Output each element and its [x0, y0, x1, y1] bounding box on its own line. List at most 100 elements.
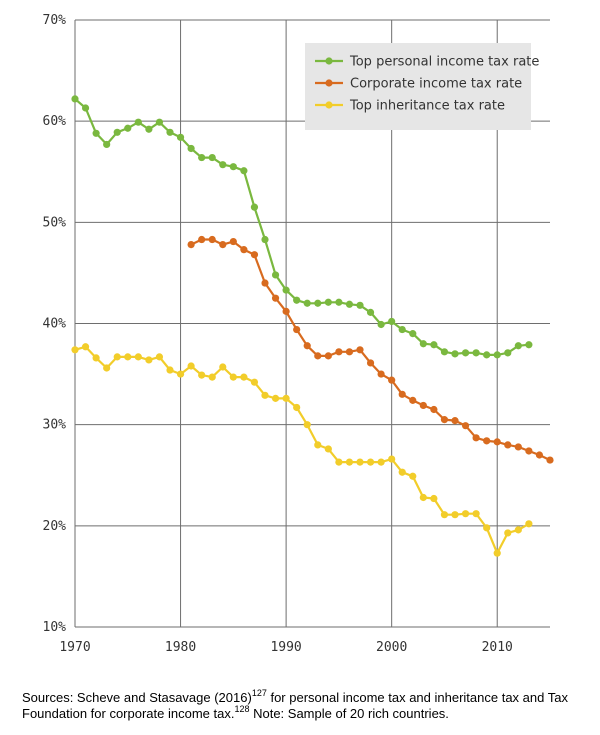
y-tick-label: 20% — [43, 519, 67, 534]
data-point — [440, 348, 449, 356]
legend: Top personal income tax rate Corporate in… — [305, 43, 539, 130]
data-point — [472, 349, 480, 357]
data-point — [187, 144, 195, 153]
data-point — [514, 443, 522, 451]
data-point — [409, 472, 417, 480]
data-point — [461, 422, 470, 430]
x-tick-label: 1990 — [270, 640, 301, 655]
data-point — [377, 370, 385, 378]
legend-label: Top personal income tax rate — [349, 55, 539, 70]
series-lines — [74, 98, 551, 555]
series-line-0 — [74, 98, 530, 356]
data-point — [398, 325, 406, 334]
data-point — [356, 458, 364, 466]
data-point — [314, 352, 322, 360]
data-point — [388, 317, 396, 326]
data-point — [187, 362, 195, 370]
data-point — [166, 128, 174, 136]
data-point — [472, 510, 480, 518]
data-point — [293, 403, 301, 412]
data-point — [493, 549, 501, 557]
data-point — [240, 246, 248, 254]
data-point — [514, 526, 522, 534]
source-caption: Sources: Scheve and Stasavage (2016)127 … — [22, 688, 592, 722]
x-tick-label: 2010 — [482, 640, 513, 655]
data-point — [293, 296, 301, 304]
data-point — [430, 405, 438, 414]
data-point — [250, 378, 259, 386]
data-point — [176, 133, 185, 141]
data-point — [461, 349, 470, 357]
data-point — [514, 342, 522, 350]
data-point — [103, 364, 111, 372]
data-point — [377, 458, 385, 466]
data-point — [324, 298, 332, 306]
data-point — [335, 298, 343, 306]
data-point — [493, 438, 501, 446]
data-point — [345, 300, 354, 308]
data-point — [219, 240, 227, 249]
data-point — [504, 529, 512, 537]
data-point — [303, 421, 311, 429]
data-point — [198, 235, 206, 244]
data-point — [71, 95, 79, 103]
data-point — [419, 401, 427, 410]
data-point — [366, 458, 375, 466]
data-point — [261, 279, 269, 287]
data-point — [71, 346, 79, 354]
data-point — [103, 140, 111, 149]
data-point — [430, 494, 438, 503]
data-point — [282, 286, 290, 294]
data-point — [208, 373, 216, 381]
data-point — [461, 510, 470, 518]
data-point — [303, 342, 311, 350]
data-point — [155, 118, 164, 126]
data-point — [388, 376, 396, 384]
caption-middle-text: for personal income tax and inheritance … — [22, 690, 568, 721]
data-point — [356, 301, 364, 309]
data-point — [345, 348, 354, 356]
data-point — [398, 390, 406, 398]
y-tick-label: 40% — [43, 317, 67, 332]
data-point — [198, 371, 206, 379]
data-point — [134, 353, 142, 361]
data-point — [409, 396, 417, 404]
data-point — [504, 349, 512, 357]
legend-background — [305, 43, 531, 130]
data-point — [240, 167, 248, 175]
y-tick-label: 10% — [43, 620, 67, 635]
legend-swatch-marker — [325, 101, 333, 109]
data-point — [451, 417, 459, 425]
data-point — [250, 251, 259, 259]
series-line-2 — [74, 345, 530, 555]
data-point — [430, 341, 438, 349]
y-tick-label: 30% — [43, 418, 67, 433]
series-line-1 — [190, 238, 551, 462]
caption-sources-text: Sources: Scheve and Stasavage (2016) — [22, 690, 252, 705]
data-point — [366, 308, 375, 316]
data-point — [314, 441, 322, 449]
data-point — [261, 235, 269, 244]
legend-swatch-marker — [325, 57, 333, 65]
data-point — [377, 320, 385, 329]
data-point — [198, 153, 206, 162]
data-point — [166, 366, 174, 374]
data-point — [113, 353, 121, 361]
data-point — [451, 350, 459, 358]
caption-note-text: Note: Sample of 20 rich countries. — [249, 706, 449, 721]
x-tick-label: 1970 — [59, 640, 90, 655]
tax-rate-line-chart: 10% 20% 30% 40% 50% 60% 70% 1970 1980 1990 2000 201… — [43, 13, 554, 655]
data-point — [409, 330, 417, 338]
data-point — [335, 458, 343, 466]
data-point — [324, 352, 332, 360]
data-point — [271, 294, 280, 302]
data-point — [229, 237, 237, 246]
data-point — [472, 434, 480, 442]
data-point — [535, 451, 544, 459]
data-point — [81, 343, 90, 351]
data-point — [145, 356, 153, 364]
x-tick-label: 1980 — [165, 640, 196, 655]
data-point — [483, 524, 491, 532]
data-point — [92, 129, 100, 137]
data-point — [240, 373, 248, 381]
